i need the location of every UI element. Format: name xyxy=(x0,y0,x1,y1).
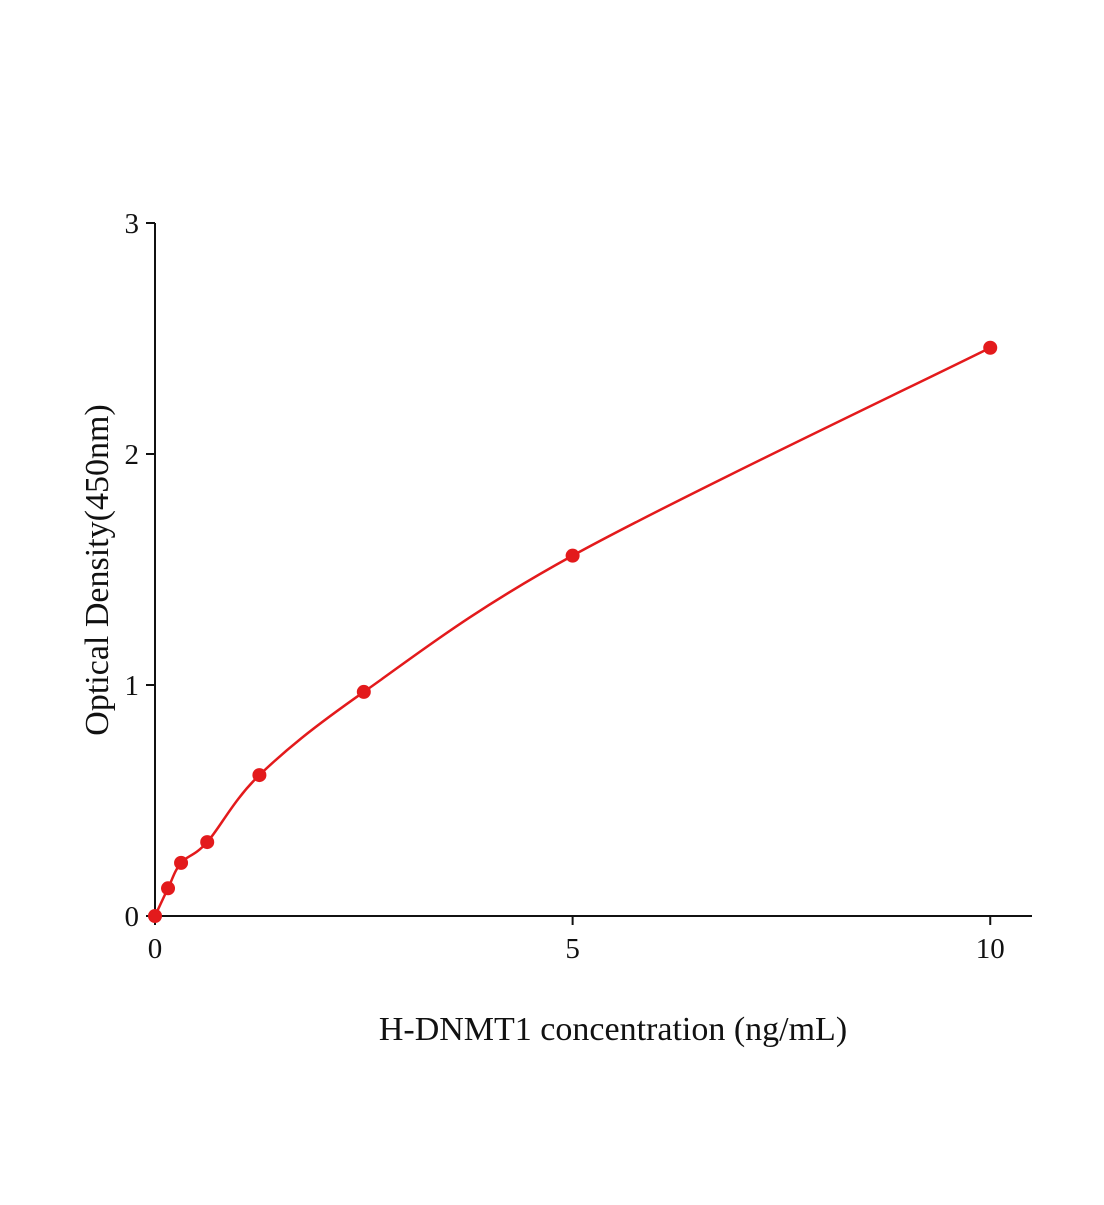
data-point xyxy=(252,768,267,783)
data-point xyxy=(161,881,176,896)
data-point xyxy=(356,684,371,699)
y-axis-label: Optical Density(450nm) xyxy=(79,404,116,735)
y-tick-label: 0 xyxy=(125,901,140,933)
x-tick-label: 5 xyxy=(565,933,580,965)
data-point xyxy=(148,909,162,923)
x-axis-label: H-DNMT1 concentration (ng/mL) xyxy=(379,1011,847,1048)
y-tick-label: 2 xyxy=(125,439,140,471)
x-tick-label: 10 xyxy=(976,933,1005,965)
data-point xyxy=(174,855,189,870)
data-point xyxy=(983,340,998,355)
y-tick-label: 1 xyxy=(125,670,140,702)
data-point xyxy=(565,548,580,563)
x-tick-label: 0 xyxy=(148,933,163,965)
data-point xyxy=(200,835,215,850)
fit-curve xyxy=(153,346,991,917)
y-tick-label: 3 xyxy=(125,208,140,240)
